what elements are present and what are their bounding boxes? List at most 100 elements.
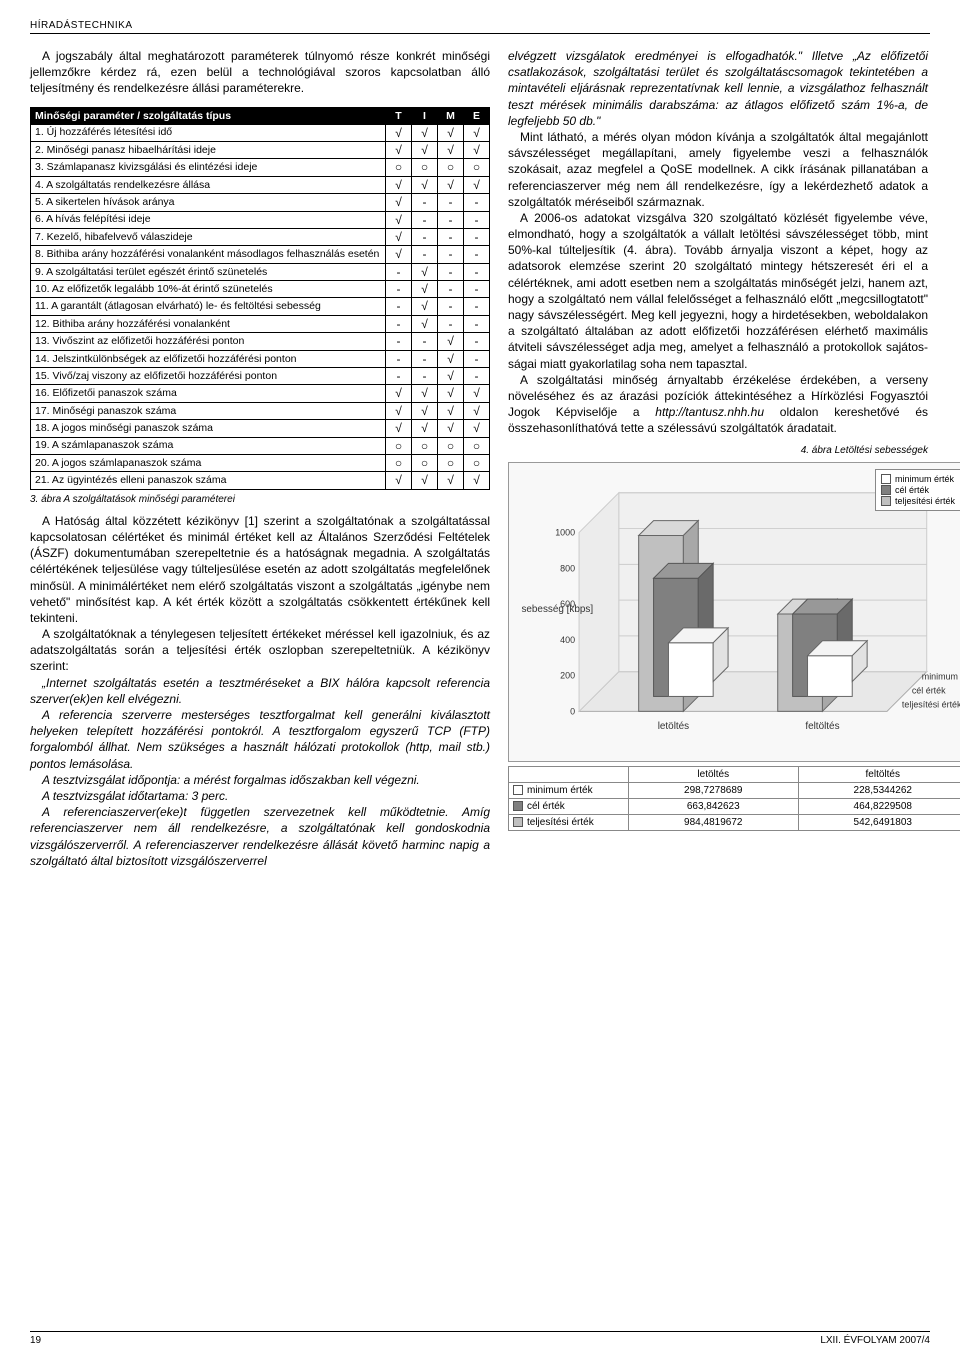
dt-telj-v2: 542,6491803 bbox=[798, 814, 960, 830]
svg-text:minimum érték: minimum érték bbox=[922, 671, 960, 681]
qt-cell: - bbox=[412, 194, 438, 211]
qt-cell: √ bbox=[438, 472, 464, 489]
left-p6: A tesztvizsgálat időpontja: a mérést for… bbox=[30, 772, 490, 788]
qt-cell: - bbox=[386, 350, 412, 367]
qt-cell: - bbox=[412, 350, 438, 367]
table-row: 21. Az ügyintézés elleni panaszok száma√… bbox=[31, 472, 490, 489]
qt-param: 12. Bithiba arány hozzáférési vonalankén… bbox=[31, 315, 386, 332]
table-row: 7. Kezelő, hibafelvevő válaszideje√--- bbox=[31, 228, 490, 245]
qt-cell: √ bbox=[386, 194, 412, 211]
table-row: 11. A garantált (átlagosan elvárható) le… bbox=[31, 298, 490, 315]
table-row: 20. A jogos számlapanaszok száma○○○○ bbox=[31, 454, 490, 471]
qt-param: 3. Számlapanasz kivizsgálási és elintézé… bbox=[31, 159, 386, 176]
speed-chart: 0 200 400 600 800 1000 sebesség [kbps] bbox=[508, 462, 960, 762]
qt-cell: ○ bbox=[386, 159, 412, 176]
right-p4: A szolgáltatási minőség árnyaltabb érzék… bbox=[508, 372, 928, 437]
table-row: 14. Jelszintkülönbségek az előfizetői ho… bbox=[31, 350, 490, 367]
table-row: 15. Vivő/zaj viszony az előfizetői hozzá… bbox=[31, 368, 490, 385]
chart-legend: minimum érték cél érték teljesítési érté… bbox=[875, 469, 960, 511]
svg-text:800: 800 bbox=[560, 563, 575, 573]
dt-row-telj: teljesítési érték 984,4819672 542,649180… bbox=[509, 814, 960, 830]
left-p8: A referenciaszerver(eke)t független szer… bbox=[30, 804, 490, 869]
qt-cell: √ bbox=[438, 176, 464, 193]
qt-cell: - bbox=[438, 298, 464, 315]
qt-cell: √ bbox=[412, 402, 438, 419]
qt-cell: √ bbox=[386, 385, 412, 402]
qt-cell: √ bbox=[386, 402, 412, 419]
qt-cell: √ bbox=[386, 141, 412, 158]
qt-param: 1. Új hozzáférés létesítési idő bbox=[31, 124, 386, 141]
qt-param: 14. Jelszintkülönbségek az előfizetői ho… bbox=[31, 350, 386, 367]
qt-cell: - bbox=[438, 315, 464, 332]
dt-min-v2: 228,5344262 bbox=[798, 782, 960, 798]
qt-cell: - bbox=[464, 333, 490, 350]
qt-cell: ○ bbox=[412, 454, 438, 471]
table-row: 4. A szolgáltatás rendelkezésre állása √√… bbox=[31, 176, 490, 193]
tantusz-url: http://tantusz.nhh.hu bbox=[655, 405, 764, 419]
qt-cell: √ bbox=[438, 141, 464, 158]
qt-cell: √ bbox=[412, 124, 438, 141]
dt-cel-label: cél érték bbox=[527, 801, 565, 812]
qt-cell: √ bbox=[464, 385, 490, 402]
qt-cell: √ bbox=[412, 385, 438, 402]
qt-cell: √ bbox=[464, 141, 490, 158]
qt-param: 18. A jogos minőségi panaszok száma bbox=[31, 420, 386, 437]
qth-e: E bbox=[464, 107, 490, 124]
qt-cell: √ bbox=[412, 263, 438, 280]
right-p1-text: elvégzett vizsgálatok eredményei is elfo… bbox=[508, 49, 928, 128]
qt-param: 21. Az ügyintézés elleni panaszok száma bbox=[31, 472, 386, 489]
table-row: 6. A hívás felépítési ideje√--- bbox=[31, 211, 490, 228]
qt-param: 10. Az előfizetők legalább 10%-át érintő… bbox=[31, 281, 386, 298]
qt-cell: √ bbox=[412, 176, 438, 193]
table-row: 9. A szolgáltatási terület egészét érint… bbox=[31, 263, 490, 280]
qt-cell: ○ bbox=[438, 159, 464, 176]
qt-cell: √ bbox=[386, 472, 412, 489]
qt-cell: - bbox=[412, 368, 438, 385]
swatch-cel bbox=[513, 801, 523, 811]
dt-h0 bbox=[509, 766, 629, 782]
qt-param: 19. A számlapanaszok száma bbox=[31, 437, 386, 454]
dt-header: letöltés feltöltés bbox=[509, 766, 960, 782]
qt-cell: - bbox=[464, 368, 490, 385]
table-row: 2. Minőségi panasz hibaelhárítási ideje√… bbox=[31, 141, 490, 158]
swatch-min bbox=[513, 785, 523, 795]
legend-min: minimum érték bbox=[895, 474, 954, 484]
main-content: A jogszabály által meghatározott paramét… bbox=[30, 48, 930, 869]
issue-label: LXII. ÉVFOLYAM 2007/4 bbox=[820, 1335, 930, 1346]
left-p7: A tesztvizsgálat időtartama: 3 perc. bbox=[30, 788, 490, 804]
qt-cell: √ bbox=[386, 211, 412, 228]
qt-cell: √ bbox=[438, 333, 464, 350]
qt-cell: - bbox=[464, 211, 490, 228]
dt-row-min: minimum érték 298,7278689 228,5344262 bbox=[509, 782, 960, 798]
xlabel-feltoltes: feltöltés bbox=[805, 721, 839, 732]
xlabel-letoltes: letöltés bbox=[658, 721, 689, 732]
left-p3: A szolgáltatóknak a ténylegesen teljesít… bbox=[30, 626, 490, 675]
qt-cell: √ bbox=[386, 420, 412, 437]
qt-cell: √ bbox=[438, 420, 464, 437]
qt-param: 7. Kezelő, hibafelvevő válaszideje bbox=[31, 228, 386, 245]
legend-telj: teljesítési érték bbox=[895, 496, 955, 506]
qt-param: 4. A szolgáltatás rendelkezésre állása bbox=[31, 176, 386, 193]
qth-name: Minőségi paraméter / szolgáltatás típus bbox=[31, 107, 386, 124]
header-section: HÍRADÁSTECHNIKA bbox=[30, 20, 930, 34]
right-p2: Mint látható, a mérés olyan módon kívánj… bbox=[508, 129, 928, 210]
qt-cell: √ bbox=[464, 420, 490, 437]
dt-min-v1: 298,7278689 bbox=[629, 782, 799, 798]
qt-param: 5. A sikertelen hívások aránya bbox=[31, 194, 386, 211]
table-row: 16. Előfizetői panaszok száma√√√√ bbox=[31, 385, 490, 402]
qt-cell: ○ bbox=[438, 454, 464, 471]
qt-cell: - bbox=[464, 350, 490, 367]
qt-cell: √ bbox=[464, 402, 490, 419]
qt-cell: - bbox=[412, 333, 438, 350]
qt-cell: - bbox=[386, 333, 412, 350]
qt-cell: √ bbox=[438, 124, 464, 141]
fig4-caption: 4. ábra Letöltési sebességek bbox=[508, 445, 928, 456]
left-intro: A jogszabály által meghatározott paramét… bbox=[30, 48, 490, 97]
qt-cell: ○ bbox=[438, 437, 464, 454]
qt-cell: - bbox=[464, 315, 490, 332]
left-p5: A referencia szerverre mesterséges teszt… bbox=[30, 707, 490, 772]
qt-cell: - bbox=[412, 228, 438, 245]
qt-param: 16. Előfizetői panaszok száma bbox=[31, 385, 386, 402]
table-row: 8. Bithiba arány hozzáférési vonalanként… bbox=[31, 246, 490, 263]
swatch-telj bbox=[513, 817, 523, 827]
